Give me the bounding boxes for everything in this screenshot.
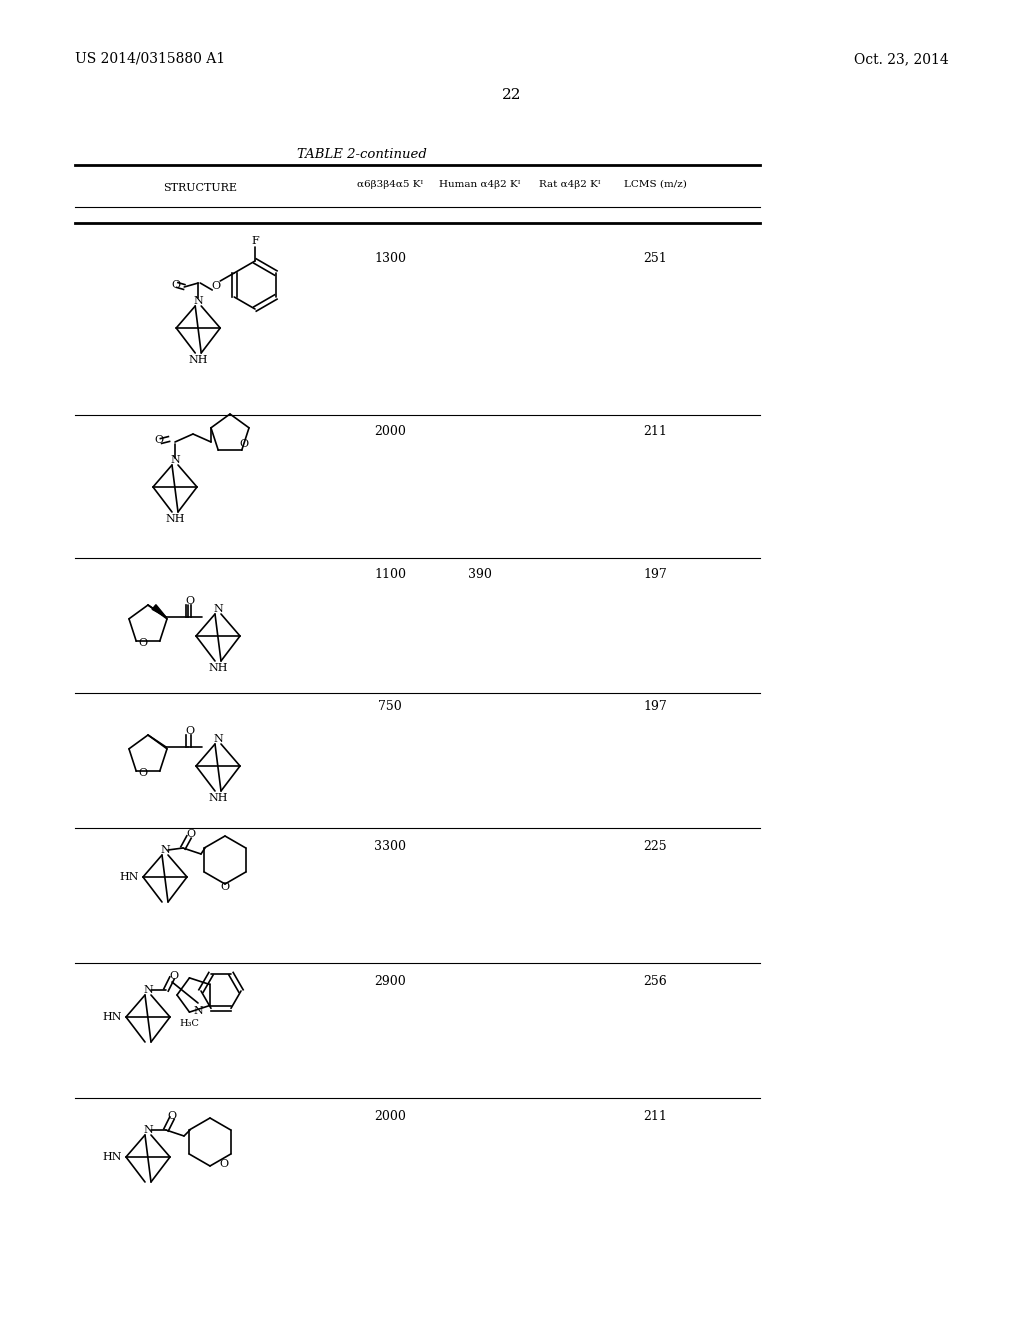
Text: 197: 197: [643, 568, 667, 581]
Text: 750: 750: [378, 700, 401, 713]
Text: O: O: [169, 972, 178, 981]
Text: Human α4β2 Kᴵ: Human α4β2 Kᴵ: [439, 180, 520, 189]
Text: N: N: [213, 734, 223, 744]
Text: NH: NH: [165, 513, 184, 524]
Text: Oct. 23, 2014: Oct. 23, 2014: [854, 51, 949, 66]
Text: LCMS (m/z): LCMS (m/z): [624, 180, 686, 189]
Text: NH: NH: [208, 793, 227, 803]
Text: O: O: [220, 882, 229, 892]
Text: 225: 225: [643, 840, 667, 853]
Text: 197: 197: [643, 700, 667, 713]
Text: TABLE 2-continued: TABLE 2-continued: [297, 148, 427, 161]
Text: 211: 211: [643, 1110, 667, 1123]
Text: O: O: [219, 1159, 228, 1170]
Text: N: N: [143, 985, 153, 995]
Text: O: O: [212, 281, 221, 290]
Text: N: N: [194, 296, 203, 306]
Text: O: O: [155, 436, 164, 445]
Text: N: N: [143, 1125, 153, 1135]
Text: 390: 390: [468, 568, 492, 581]
Text: F: F: [251, 236, 259, 246]
Text: 2000: 2000: [374, 1110, 406, 1123]
Text: N: N: [213, 605, 223, 614]
Text: O: O: [172, 280, 181, 290]
Text: HN: HN: [102, 1012, 122, 1022]
Text: NH: NH: [208, 663, 227, 673]
Text: H₃C: H₃C: [179, 1019, 199, 1027]
Text: 211: 211: [643, 425, 667, 438]
Text: NH: NH: [188, 355, 208, 366]
Text: O: O: [240, 440, 249, 449]
Text: 251: 251: [643, 252, 667, 265]
Text: N: N: [160, 845, 170, 855]
Text: O: O: [138, 768, 147, 777]
Text: O: O: [186, 829, 196, 840]
Text: O: O: [138, 638, 147, 648]
Text: HN: HN: [102, 1152, 122, 1162]
Text: 3300: 3300: [374, 840, 406, 853]
Text: Rat α4β2 Kᴵ: Rat α4β2 Kᴵ: [540, 180, 601, 189]
Text: 1300: 1300: [374, 252, 406, 265]
Text: α6β3β4α5 Kᴵ: α6β3β4α5 Kᴵ: [357, 180, 423, 189]
Text: US 2014/0315880 A1: US 2014/0315880 A1: [75, 51, 225, 66]
Polygon shape: [153, 605, 166, 616]
Text: 1100: 1100: [374, 568, 406, 581]
Text: 2900: 2900: [374, 975, 406, 987]
Text: 256: 256: [643, 975, 667, 987]
Text: STRUCTURE: STRUCTURE: [163, 183, 237, 193]
Text: N: N: [170, 455, 180, 465]
Text: HN: HN: [119, 873, 138, 882]
Text: O: O: [168, 1111, 176, 1121]
Text: 22: 22: [502, 88, 522, 102]
Text: 2000: 2000: [374, 425, 406, 438]
Text: N: N: [194, 1006, 203, 1016]
Text: O: O: [185, 726, 195, 737]
Text: O: O: [185, 597, 195, 606]
